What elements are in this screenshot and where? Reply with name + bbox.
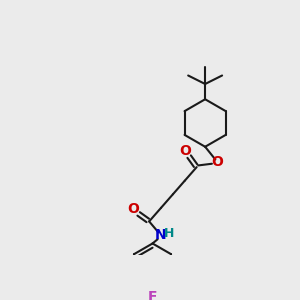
- Text: O: O: [179, 144, 191, 158]
- Text: N: N: [155, 228, 167, 242]
- Text: O: O: [127, 202, 139, 216]
- Text: O: O: [211, 155, 223, 169]
- Text: F: F: [148, 290, 157, 300]
- Text: H: H: [164, 227, 175, 240]
